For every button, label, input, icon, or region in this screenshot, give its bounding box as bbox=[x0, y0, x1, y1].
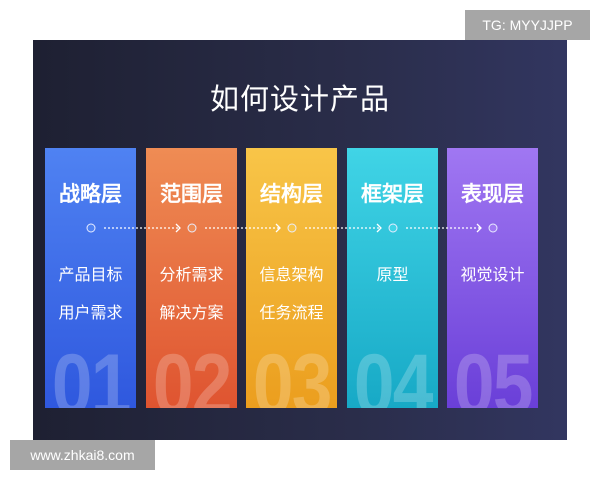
layer-number: 03 bbox=[252, 337, 333, 408]
watermark-bottom-left: www.zhkai8.com bbox=[10, 440, 155, 470]
layer-name: 表现层 bbox=[461, 182, 524, 206]
layer-card-surface: 表现层 视觉设计 05 bbox=[447, 148, 538, 408]
layer-item: 解决方案 bbox=[159, 303, 224, 322]
layer-item: 产品目标 bbox=[58, 265, 123, 284]
layer-name: 框架层 bbox=[361, 182, 424, 206]
watermark-top-right: TG: MYYJJPP bbox=[465, 10, 590, 40]
layer-name: 战略层 bbox=[59, 182, 122, 206]
layer-item: 原型 bbox=[376, 265, 409, 284]
layer-number: 05 bbox=[453, 337, 534, 408]
layer-item: 分析需求 bbox=[159, 265, 224, 284]
layer-name: 范围层 bbox=[160, 182, 223, 206]
diagram-title: 如何设计产品 bbox=[209, 82, 390, 116]
layer-card-strategy: 战略层 产品目标 用户需求 01 bbox=[45, 148, 136, 408]
layer-item: 信息架构 bbox=[259, 265, 324, 284]
layer-item: 任务流程 bbox=[259, 303, 324, 322]
layer-item: 用户需求 bbox=[58, 303, 123, 322]
layer-name: 结构层 bbox=[260, 182, 323, 206]
layer-card-structure: 结构层 信息架构 任务流程 03 bbox=[246, 148, 337, 408]
layer-number: 04 bbox=[353, 337, 434, 408]
layer-item: 视觉设计 bbox=[460, 265, 525, 284]
layer-card-skeleton: 框架层 原型 04 bbox=[347, 148, 438, 408]
layer-number: 02 bbox=[152, 337, 233, 408]
layer-card-scope: 范围层 分析需求 解决方案 02 bbox=[146, 148, 237, 408]
layer-number: 01 bbox=[51, 337, 132, 408]
